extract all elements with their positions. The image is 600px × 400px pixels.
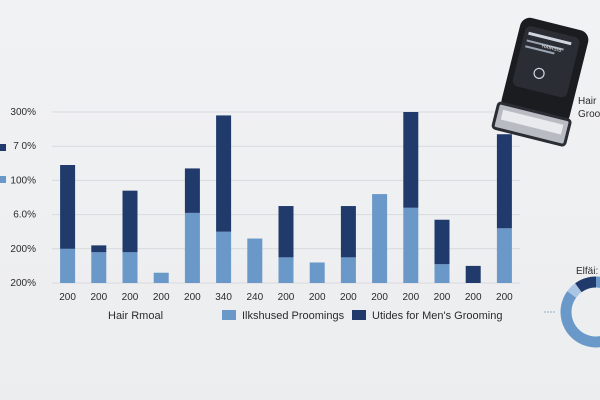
donut-title: Elfäi: bbox=[576, 266, 598, 277]
bar-segment-dark bbox=[216, 115, 232, 232]
bar-segment-dark bbox=[496, 134, 512, 229]
x-tick-label: 200 bbox=[434, 292, 451, 303]
x-tick-label: 200 bbox=[402, 292, 419, 303]
hair-label-1: Hair bbox=[578, 96, 597, 107]
bar-segment-dark bbox=[184, 168, 200, 213]
bar-segment-light bbox=[184, 212, 200, 283]
x-tick-label: 240 bbox=[246, 292, 263, 303]
donut-chart bbox=[560, 276, 600, 348]
bar-segment-dark bbox=[403, 112, 419, 208]
bar-segment-dark bbox=[465, 265, 481, 283]
donut-slice bbox=[560, 276, 600, 348]
bar-segment-dark bbox=[60, 165, 76, 249]
legend-swatch-dark bbox=[352, 310, 366, 320]
bar-segment-light bbox=[122, 252, 138, 283]
trimmer-device-icon bbox=[491, 17, 589, 147]
x-tick-label: 340 bbox=[215, 292, 232, 303]
legend-item-light: Ilkshused Proomings bbox=[242, 310, 345, 322]
bars bbox=[60, 112, 512, 283]
y-tick-label: 7 0% bbox=[13, 141, 36, 152]
left-legend-light-swatch bbox=[0, 176, 6, 183]
x-tick-label: 200 bbox=[122, 292, 139, 303]
bar-segment-dark bbox=[91, 245, 107, 253]
bar-segment-light bbox=[91, 252, 107, 283]
x-tick-label: 200 bbox=[278, 292, 295, 303]
bar-segment-light bbox=[340, 257, 356, 283]
y-tick-label: 6.0% bbox=[13, 210, 36, 221]
y-tick-label: 300% bbox=[10, 107, 36, 118]
y-tick-label: 200% bbox=[10, 244, 36, 255]
bar-segment-light bbox=[403, 207, 419, 283]
donut-slice bbox=[567, 283, 582, 298]
bar-segment-light bbox=[496, 228, 512, 283]
x-axis-ticks: 200 200 200 200 200 340 240 200 200 200 200 200 200 2… bbox=[59, 292, 513, 303]
bar-segment-light bbox=[278, 257, 294, 283]
bar-segment-dark bbox=[278, 206, 294, 258]
x-tick-label: 200 bbox=[153, 292, 170, 303]
donut-slice bbox=[575, 276, 597, 293]
x-tick-label: 200 bbox=[59, 292, 76, 303]
x-tick-label: 200 bbox=[309, 292, 326, 303]
x-tick-label: 200 bbox=[90, 292, 107, 303]
legend-swatch-light bbox=[222, 310, 236, 320]
bar-segment-light bbox=[216, 231, 232, 283]
legend-item-dark: Utides for Men's Grooming bbox=[372, 310, 502, 322]
legend-label-left: Hair Rmoal bbox=[108, 310, 163, 322]
device-brand-text: HAIRSIS bbox=[541, 43, 563, 54]
bar-segment-dark bbox=[122, 190, 138, 253]
bar-segment-dark bbox=[434, 219, 450, 265]
bar-segment-light bbox=[434, 264, 450, 283]
left-legend-dark-swatch bbox=[0, 144, 6, 151]
y-tick-label: 100% bbox=[10, 175, 36, 186]
bar-segment-light bbox=[372, 194, 388, 283]
bar-segment-light bbox=[60, 248, 76, 283]
x-tick-label: 200 bbox=[340, 292, 357, 303]
bar-segment-light bbox=[309, 262, 325, 283]
x-tick-label: 200 bbox=[465, 292, 482, 303]
hair-label-2: Groo bbox=[578, 109, 600, 120]
bar-segment-light bbox=[247, 238, 263, 283]
bar-segment-light bbox=[153, 272, 169, 283]
x-tick-label: 200 bbox=[371, 292, 388, 303]
x-tick-label: 200 bbox=[184, 292, 201, 303]
bar-segment-dark bbox=[340, 206, 356, 258]
x-tick-label: 200 bbox=[496, 292, 513, 303]
y-axis-ticks: 200% 200% 6.0% 100% 7 0% 300% bbox=[10, 107, 36, 289]
y-tick-label: 200% bbox=[10, 278, 36, 289]
